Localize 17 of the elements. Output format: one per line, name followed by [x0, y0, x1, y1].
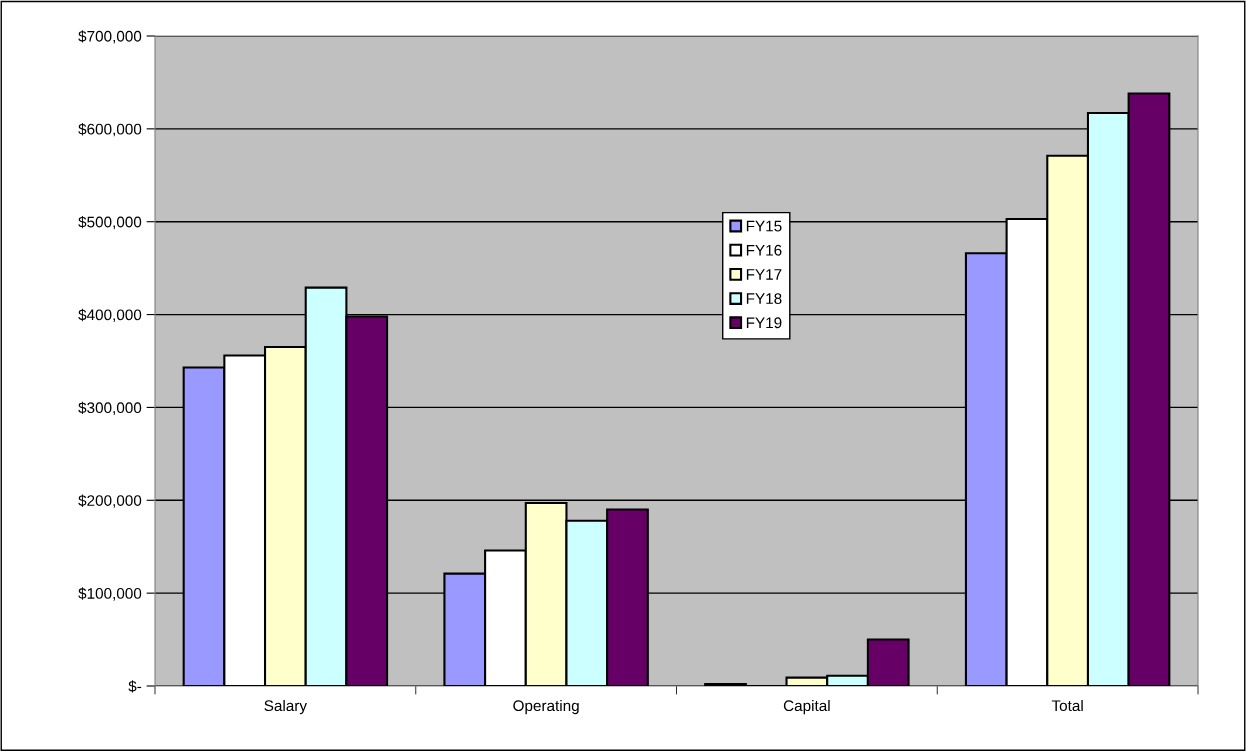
- legend-label: FY18: [746, 293, 782, 305]
- y-tick-label: $-: [128, 680, 142, 693]
- x-tick-label: Operating: [513, 699, 579, 715]
- x-tick-label: Total: [1051, 699, 1083, 712]
- y-tick-label: $300,000: [78, 401, 142, 415]
- y-tick-label: $100,000: [78, 587, 142, 601]
- legend-label: FY15: [746, 220, 782, 232]
- x-tick-label: Salary: [264, 699, 307, 715]
- x-tick-label: Capital: [783, 699, 830, 715]
- legend-label: FY16: [746, 244, 782, 256]
- y-tick-label: $700,000: [78, 30, 142, 44]
- y-tick-label: $500,000: [78, 215, 142, 230]
- y-tick-label: $400,000: [78, 308, 142, 323]
- legend-label: FY17: [746, 269, 782, 280]
- y-tick-label: $200,000: [78, 494, 142, 508]
- y-tick-label: $600,000: [78, 123, 142, 137]
- legend-label: FY19: [746, 317, 782, 329]
